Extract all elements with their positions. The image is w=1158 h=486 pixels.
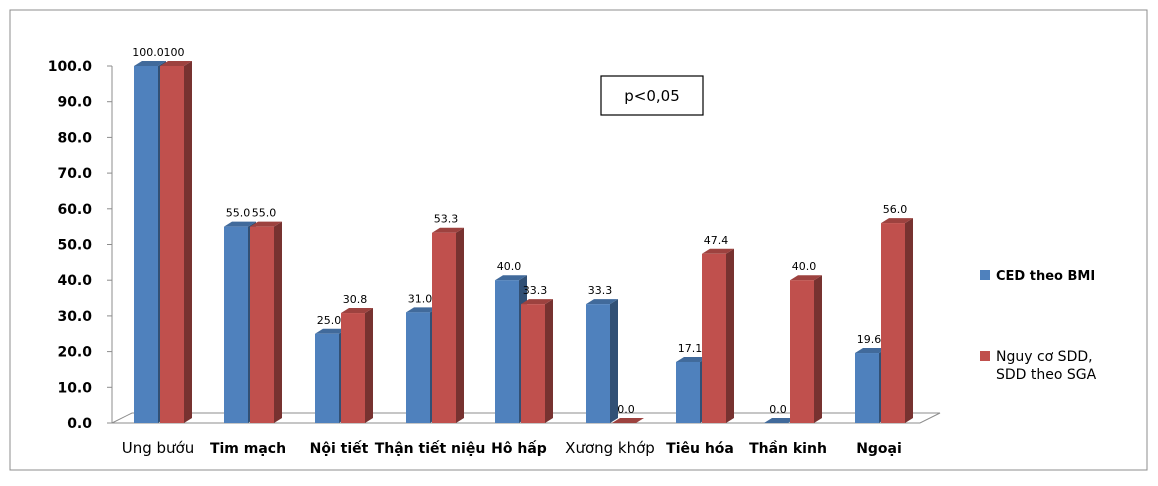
annotation-text: p<0,05 — [624, 87, 680, 105]
x-tick-label: Thần kinh — [749, 440, 827, 457]
data-label: 55.0 — [226, 207, 251, 220]
data-label: 17.1 — [678, 342, 703, 355]
x-tick-label: Hô hấp — [491, 440, 547, 457]
y-tick-label: 10.0 — [57, 380, 92, 396]
bar-front — [250, 227, 274, 423]
data-label: 19.6 — [857, 333, 882, 346]
data-label: 0.0 — [617, 403, 635, 416]
bar-side — [456, 228, 464, 423]
bar — [341, 308, 373, 423]
bar-side — [726, 249, 734, 423]
bar-side — [274, 222, 282, 423]
bar-side — [905, 218, 913, 423]
data-label: 25.0 — [317, 314, 342, 327]
data-label: 31.0 — [408, 292, 433, 305]
data-label: 47.4 — [704, 234, 729, 247]
legend-swatch — [980, 351, 990, 361]
legend-entry: CED theo BMI — [996, 269, 1095, 284]
data-label: 56.0 — [883, 203, 908, 216]
y-tick-label: 70.0 — [57, 166, 92, 182]
bar-front — [702, 254, 726, 423]
bar — [881, 218, 913, 423]
data-label: 55.0 — [252, 207, 277, 220]
bar — [432, 228, 464, 423]
bar-front — [134, 66, 158, 423]
bar — [521, 299, 553, 423]
bar — [160, 61, 192, 423]
data-label: 53.3 — [434, 213, 459, 226]
bar-front — [855, 353, 879, 423]
y-tick-label: 50.0 — [57, 238, 92, 254]
legend-swatch — [980, 270, 990, 280]
y-tick-label: 90.0 — [57, 95, 92, 111]
x-tick-label: Nội tiết — [310, 440, 369, 457]
x-tick-label: Xương khớp — [565, 439, 655, 457]
y-tick-label: 40.0 — [57, 273, 92, 289]
bar-front — [432, 233, 456, 423]
bar-side — [545, 299, 553, 423]
data-label: 40.0 — [792, 260, 817, 273]
bar-front — [881, 223, 905, 423]
bar-front — [224, 227, 248, 423]
bar-side — [814, 275, 822, 423]
bar — [790, 275, 822, 423]
bar-front — [521, 304, 545, 423]
y-tick-label: 20.0 — [57, 345, 92, 361]
x-tick-label: Ung bướu — [122, 439, 195, 457]
x-tick-label: Tiêu hóa — [666, 441, 734, 457]
bar-side — [365, 308, 373, 423]
bar — [702, 249, 734, 423]
bar-front — [406, 312, 430, 423]
data-label: 33.3 — [523, 284, 548, 297]
x-tick-label: Tim mạch — [210, 441, 286, 457]
x-tick-label: Thận tiết niệu — [375, 440, 486, 457]
y-tick-label: 0.0 — [67, 416, 92, 432]
bar-front — [315, 334, 339, 423]
bar-front — [676, 362, 700, 423]
bar-front — [341, 313, 365, 423]
x-tick-label: Ngoại — [856, 441, 902, 457]
data-label: 0.0 — [769, 403, 787, 416]
y-tick-label: 100.0 — [48, 59, 93, 75]
bar-front — [790, 280, 814, 423]
legend-entry: SDD theo SGA — [996, 367, 1097, 383]
bar-front — [586, 304, 610, 423]
data-label: 30.8 — [343, 293, 368, 306]
data-label: 100.0 — [132, 46, 164, 59]
bar — [250, 222, 282, 423]
bar-side — [184, 61, 192, 423]
y-tick-label: 60.0 — [57, 202, 92, 218]
bar-front — [160, 66, 184, 423]
data-label: 33.3 — [588, 284, 613, 297]
legend-entry: Nguy cơ SDD, — [996, 349, 1093, 365]
y-tick-label: 30.0 — [57, 309, 92, 325]
data-label: 100 — [164, 46, 185, 59]
bar-front — [495, 280, 519, 423]
bar — [586, 299, 618, 423]
y-tick-label: 80.0 — [57, 130, 92, 146]
data-label: 40.0 — [497, 260, 522, 273]
